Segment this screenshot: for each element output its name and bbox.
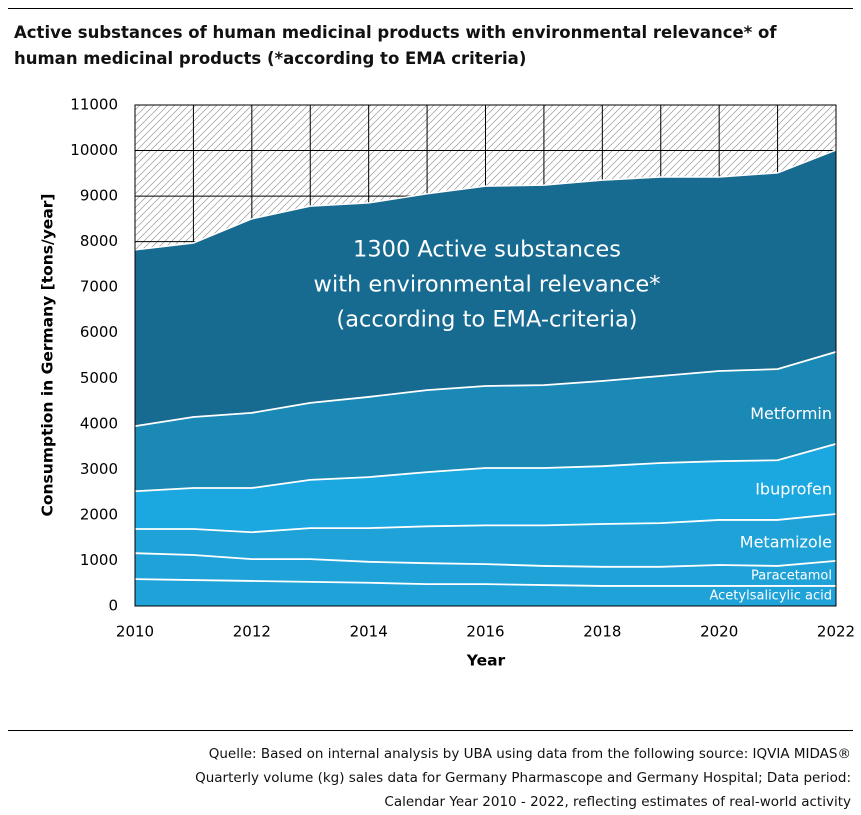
x-tick-label: 2022	[817, 623, 855, 641]
area	[135, 513, 836, 567]
series-label: Metformin	[750, 404, 832, 423]
x-tick-label: 2018	[583, 623, 621, 641]
y-tick-label: 1000	[80, 551, 118, 569]
annotation: with environmental relevance*	[314, 272, 661, 298]
y-axis-title: Consumption in Germany [tons/year]	[39, 193, 57, 516]
top-rule	[8, 8, 853, 9]
annotation: 1300 Active substances	[353, 237, 621, 263]
source-line: Calendar Year 2010 - 2022, reflecting es…	[384, 794, 851, 810]
area	[135, 150, 836, 427]
area-edge	[134, 149, 837, 251]
area-edge	[134, 350, 837, 427]
y-tick-label: 7000	[80, 278, 118, 296]
area	[135, 443, 836, 533]
x-axis-title: Year	[466, 652, 506, 670]
area	[135, 553, 836, 586]
y-tick-label: 4000	[80, 414, 118, 432]
area-edge	[134, 442, 837, 493]
area	[135, 351, 836, 492]
series-label: Ibuprofen	[755, 480, 832, 499]
y-tick-label: 6000	[80, 323, 118, 341]
x-tick-label: 2010	[116, 623, 154, 641]
y-tick-label: 9000	[80, 187, 118, 205]
y-tick-label: 8000	[80, 232, 118, 250]
area-edge	[135, 513, 837, 534]
y-tick-label: 3000	[80, 460, 118, 478]
area-edge	[134, 552, 837, 568]
bottom-rule	[8, 730, 853, 731]
y-tick-label: 0	[108, 597, 118, 615]
chart-title: Active substances of human medicinal pro…	[14, 23, 777, 68]
series-label: Paracetamol	[751, 568, 832, 583]
y-tick-label: 5000	[80, 369, 118, 387]
x-tick-label: 2014	[350, 623, 388, 641]
y-tick-label: 11000	[70, 96, 118, 114]
x-tick-label: 2016	[466, 623, 504, 641]
area	[135, 579, 836, 606]
y-tick-label: 2000	[80, 505, 118, 523]
plot-frame	[134, 104, 837, 607]
area-edge	[134, 578, 836, 587]
source: Quelle: Based on internal analysis by UB…	[195, 742, 851, 814]
series-label: Acetylsalicylic acid	[710, 588, 833, 603]
series-label: Metamizole	[740, 532, 832, 551]
source-line: Quelle: Based on internal analysis by UB…	[208, 746, 851, 762]
y-tick-label: 10000	[70, 141, 118, 159]
chart: Consumption in Germany [tons/year] Year …	[39, 96, 856, 670]
x-tick-label: 2020	[700, 623, 738, 641]
source-line: Quarterly volume (kg) sales data for Ger…	[195, 770, 851, 786]
annotation: (according to EMA-criteria)	[336, 307, 637, 333]
x-tick-label: 2012	[233, 623, 271, 641]
